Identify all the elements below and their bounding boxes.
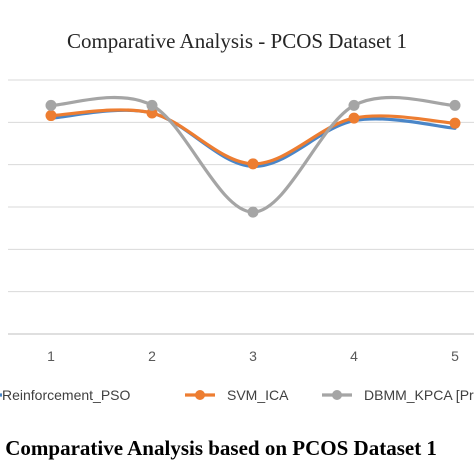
data-point [45, 99, 57, 111]
x-tick-label: 4 [350, 348, 358, 364]
legend-label: SVM_ICA [227, 387, 289, 403]
data-point [348, 112, 360, 124]
chart-title: Comparative Analysis - PCOS Dataset 1 [67, 29, 407, 53]
x-tick-label: 2 [148, 348, 156, 364]
legend-label: DBMM_KPCA [Proposed] [364, 387, 474, 403]
data-point [449, 99, 461, 111]
figure-caption: : Comparative Analysis based on PCOS Dat… [0, 422, 474, 474]
legend-label: Reinforcement_PSO [2, 387, 131, 403]
x-tick-label: 5 [451, 348, 459, 364]
data-point [146, 107, 158, 119]
legend-item: DBMM_KPCA [Proposed] [322, 387, 474, 403]
data-point [45, 110, 57, 122]
data-point [247, 206, 259, 218]
legend: Reinforcement_PSO SVM_ICA DBMM_KPCA [Propo… [0, 387, 474, 403]
x-axis-tick-labels: 1 2 3 4 5 [47, 348, 459, 364]
series-group [45, 95, 461, 218]
caption-text: : Comparative Analysis based on PCOS Dat… [0, 436, 437, 460]
x-tick-label: 1 [47, 348, 55, 364]
data-point [247, 158, 259, 170]
data-point [146, 99, 158, 111]
legend-marker [195, 390, 205, 400]
data-point [348, 99, 360, 111]
series-svm-ica [45, 107, 461, 170]
series-dbmm-kpca-proposed [45, 95, 461, 218]
x-tick-label: 3 [249, 348, 257, 364]
legend-item: Reinforcement_PSO [0, 387, 131, 403]
line-chart: 1 2 3 4 5 Comparative Analysis - PCOS Datase… [0, 0, 474, 422]
data-point [449, 117, 461, 129]
chart-area-border [0, 0, 474, 422]
legend-marker [332, 390, 342, 400]
legend-item: SVM_ICA [185, 387, 289, 403]
